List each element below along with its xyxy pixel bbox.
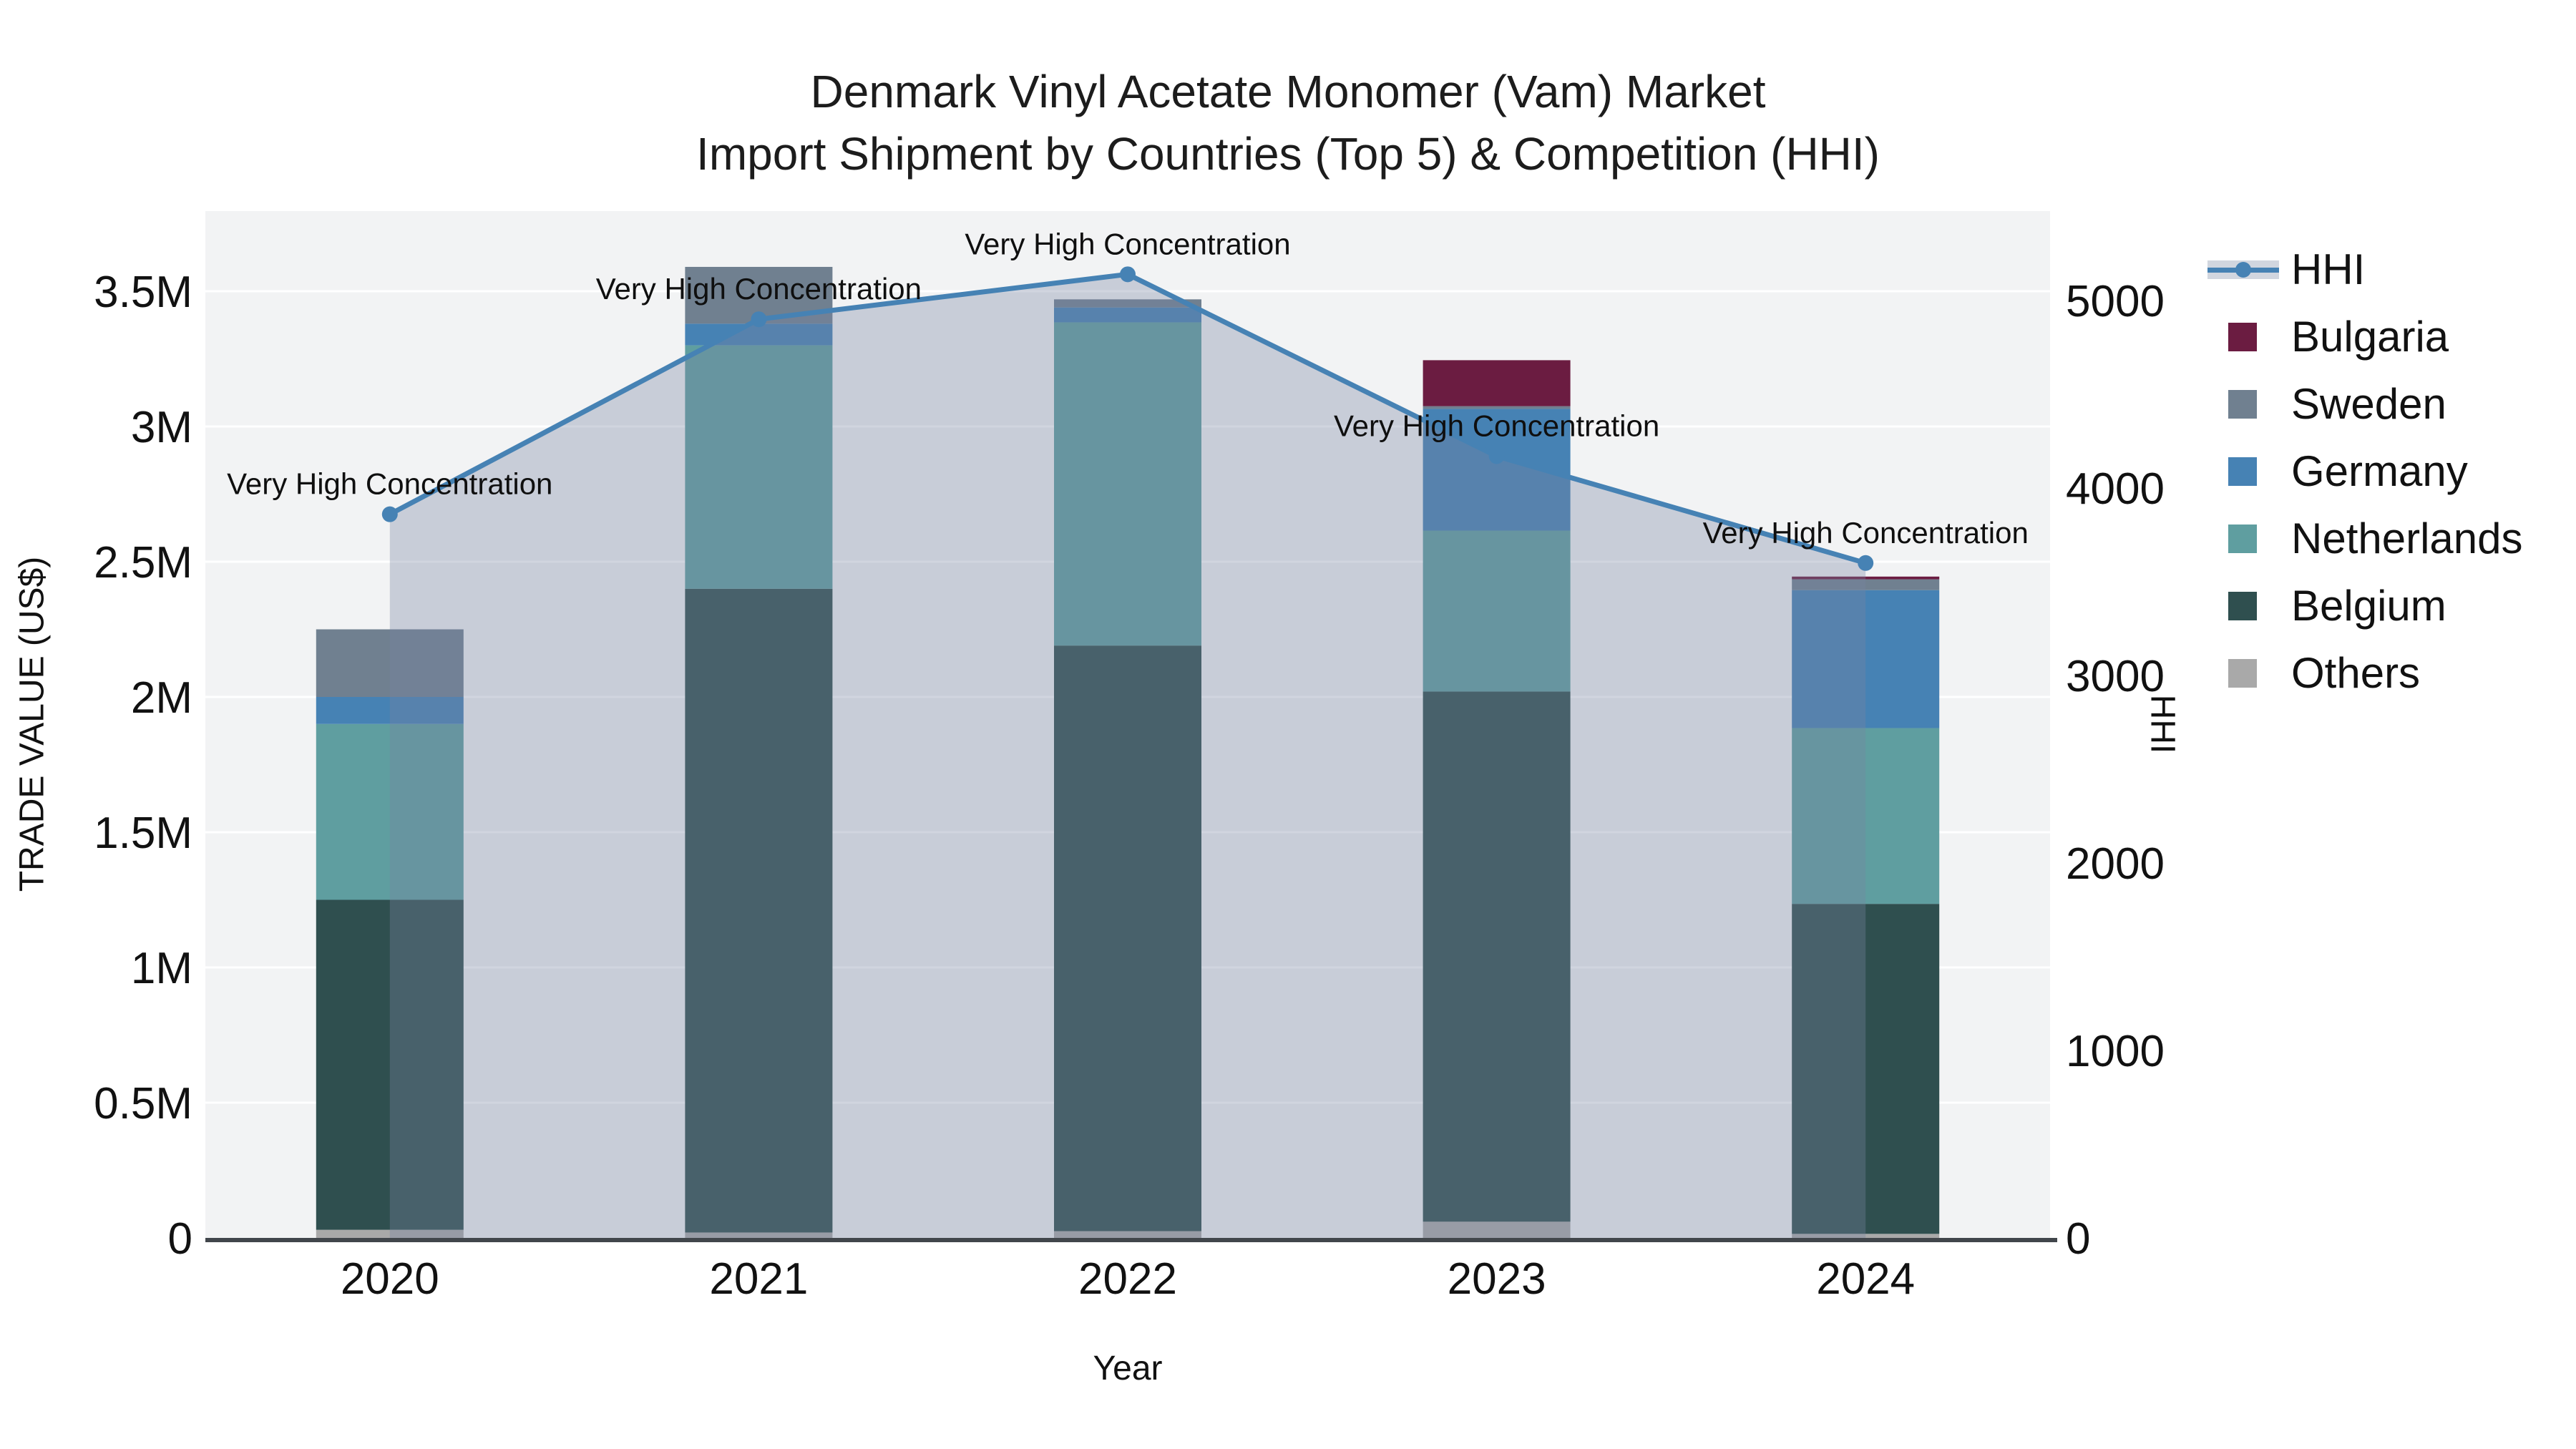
annotation-2023: Very High Concentration [1334,409,1659,442]
legend-swatch-bulgaria [2228,323,2257,351]
legend-item-others[interactable]: Others [2207,640,2523,707]
chart-title: Denmark Vinyl Acetate Monomer (Vam) Mark… [810,66,1766,117]
annotation-2021: Very High Concentration [596,272,922,306]
bar-segment-germany-2021[interactable] [685,323,833,346]
y-left-tick-3M: 3M [131,403,192,452]
bar-segment-belgium-2022[interactable] [1054,645,1201,1231]
legend-label-netherlands: Netherlands [2291,514,2523,562]
legend-label-belgium: Belgium [2291,582,2446,630]
y-left-tick-1.5M: 1.5M [94,809,192,858]
bar-segment-germany-2024[interactable] [1792,590,1940,728]
bar-segment-others-2022[interactable] [1054,1231,1201,1238]
x-tick-2022: 2022 [1078,1254,1177,1304]
hhi-marker-2023[interactable] [1488,448,1505,464]
bar-segment-netherlands-2024[interactable] [1792,728,1940,904]
bar-segment-netherlands-2020[interactable] [316,723,464,900]
x-tick-2020: 2020 [341,1254,439,1304]
x-tick-2023: 2023 [1448,1254,1546,1304]
bar-segment-sweden-2020[interactable] [316,629,464,698]
bar-segment-sweden-2023[interactable] [1423,406,1571,409]
y-right-tick-2000: 2000 [2066,839,2165,889]
x-tick-2021: 2021 [709,1254,808,1304]
bar-segment-belgium-2021[interactable] [685,588,833,1233]
legend-label-sweden: Sweden [2291,380,2446,428]
bar-segment-belgium-2020[interactable] [316,899,464,1230]
bar-segment-netherlands-2022[interactable] [1054,322,1201,646]
legend-swatch-germany [2228,457,2257,486]
x-axis-title: Year [1093,1350,1163,1387]
legend-item-germany[interactable]: Germany [2207,438,2523,505]
y-left-tick-3.5M: 3.5M [94,268,192,317]
legend-label-bulgaria: Bulgaria [2291,313,2449,361]
legend-label-hhi: HHI [2291,245,2366,293]
legend-item-sweden[interactable]: Sweden [2207,371,2523,438]
legend-item-bulgaria[interactable]: Bulgaria [2207,303,2523,371]
bar-segment-bulgaria-2023[interactable] [1423,360,1571,406]
x-tick-2024: 2024 [1816,1254,1915,1304]
legend-item-hhi[interactable]: HHI [2207,236,2523,303]
legend-label-germany: Germany [2291,447,2468,495]
y-right-tick-4000: 4000 [2066,464,2165,514]
bar-segment-sweden-2022[interactable] [1054,299,1201,308]
legend-item-belgium[interactable]: Belgium [2207,572,2523,640]
y-right-tick-0: 0 [2066,1214,2090,1264]
y-left-tick-2M: 2M [131,673,192,723]
chart-subtitle: Import Shipment by Countries (Top 5) & C… [696,128,1880,180]
legend-swatch-netherlands [2228,525,2257,553]
legend-swatch-sweden [2228,390,2257,419]
annotation-2024: Very High Concentration [1703,516,2029,550]
bar-segment-germany-2022[interactable] [1054,307,1201,323]
x-axis-line [205,1238,2057,1242]
hhi-marker-2022[interactable] [1120,266,1136,283]
bar-segment-belgium-2024[interactable] [1792,904,1940,1234]
hhi-area-fill [389,274,1866,1238]
y-left-tick-0: 0 [168,1214,192,1264]
legend-label-others: Others [2291,649,2421,697]
y-left-tick-1M: 1M [131,944,192,993]
bar-segment-germany-2020[interactable] [316,697,464,724]
bar-segment-netherlands-2023[interactable] [1423,530,1571,692]
y-right-tick-1000: 1000 [2066,1027,2165,1076]
legend: HHI Bulgaria Sweden Germany Netherlands Belgi… [2207,236,2523,707]
annotation-2022: Very High Concentration [965,227,1290,260]
hhi-line-legend-icon [2207,255,2279,284]
y-left-tick-0.5M: 0.5M [94,1079,192,1128]
hhi-marker-2020[interactable] [381,506,398,522]
legend-item-netherlands[interactable]: Netherlands [2207,505,2523,572]
bar-segment-belgium-2023[interactable] [1423,691,1571,1222]
bar-segment-others-2020[interactable] [316,1229,464,1238]
y-right-tick-3000: 3000 [2066,652,2165,701]
bar-segment-others-2021[interactable] [685,1232,833,1238]
legend-swatch-belgium [2228,592,2257,620]
hhi-marker-2024[interactable] [1858,555,1874,571]
hhi-marker-2021[interactable] [751,311,767,328]
legend-swatch-others [2228,659,2257,688]
bar-segment-sweden-2024[interactable] [1792,579,1940,590]
y-right-tick-5000: 5000 [2066,277,2165,326]
y-axis-title-left: TRADE VALUE (US$) [13,556,52,892]
bar-segment-bulgaria-2024[interactable] [1792,576,1940,580]
y-left-tick-2.5M: 2.5M [94,538,192,587]
bar-segment-netherlands-2021[interactable] [685,345,833,589]
hhi-legend-dot [2235,262,2251,278]
y-axis-title-right: HHI [2143,694,2182,754]
bar-segment-others-2024[interactable] [1792,1234,1940,1238]
bar-segment-others-2023[interactable] [1423,1221,1571,1238]
annotation-2020: Very High Concentration [227,467,552,501]
